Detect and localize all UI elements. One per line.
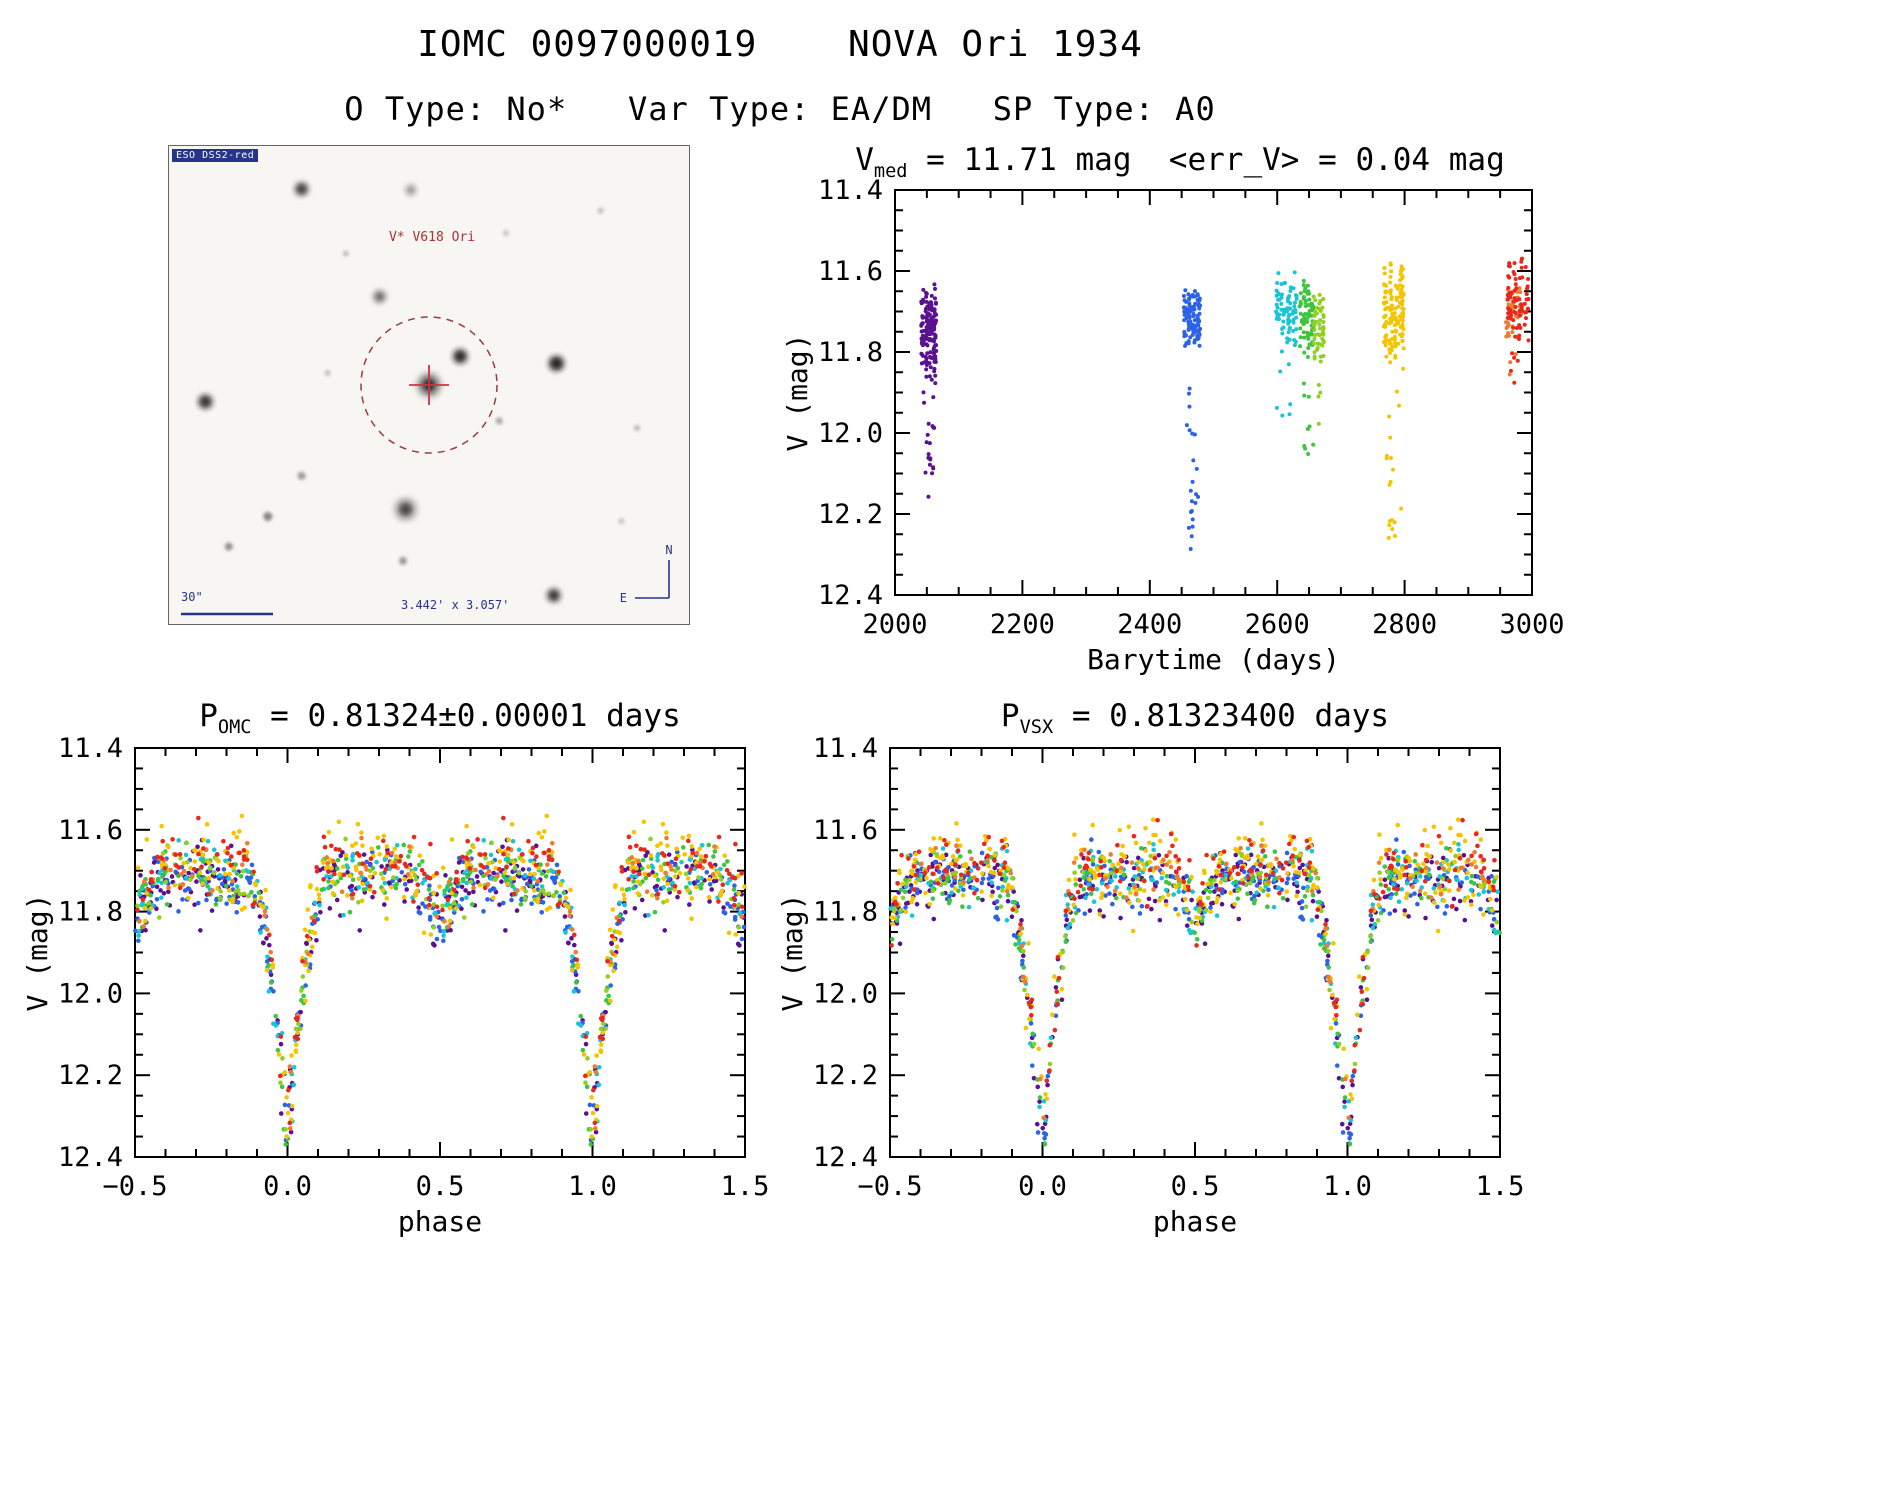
title-text: P [1000,698,1020,734]
scale-bar-label: 30" [181,590,203,604]
title-text: = 11.71 mag <err_V> = 0.04 mag [907,142,1505,178]
page-subtitle: O Type: No* Var Type: EA/DM SP Type: A0 [344,90,1216,128]
svg-text:Barytime (days): Barytime (days) [1087,643,1340,676]
svg-text:V (mag): V (mag) [781,333,814,451]
svg-text:0.0: 0.0 [263,1171,312,1202]
page-title: IOMC 0097000019 NOVA Ori 1934 [417,24,1143,65]
svg-text:1.5: 1.5 [721,1171,770,1202]
svg-text:12.4: 12.4 [813,1142,878,1173]
title-text: V [855,142,874,178]
svg-text:11.4: 11.4 [813,735,878,764]
svg-text:N: N [665,543,672,557]
svg-text:12.4: 12.4 [818,580,883,611]
title-subscript: VSX [1019,717,1054,739]
phase-vsx-plot-title: PVSX = 0.81323400 days [795,698,1595,737]
svg-text:2400: 2400 [1117,609,1182,640]
svg-text:12.0: 12.0 [818,418,883,449]
svg-text:12.2: 12.2 [818,499,883,530]
svg-text:11.8: 11.8 [813,897,878,928]
title-subscript: OMC [217,717,252,739]
title-text: = 0.81323400 days [1053,698,1390,734]
target-name-label: V* V618 Ori [389,230,476,245]
survey-label: ESO DSS2-red [172,149,259,162]
svg-text:11.8: 11.8 [818,337,883,368]
svg-text:2600: 2600 [1245,609,1310,640]
svg-text:2800: 2800 [1372,609,1437,640]
svg-text:2200: 2200 [990,609,1055,640]
title-text: = 0.81324±0.00001 days [251,698,681,734]
svg-text:12.0: 12.0 [813,978,878,1009]
phase-omc-plot-title: POMC = 0.81324±0.00001 days [40,698,840,737]
svg-text:phase: phase [398,1205,482,1238]
svg-text:−0.5: −0.5 [102,1171,167,1202]
svg-text:11.6: 11.6 [813,815,878,846]
svg-text:E: E [620,591,627,605]
svg-text:0.5: 0.5 [416,1171,465,1202]
timeseries-plot-title: Vmed = 11.71 mag <err_V> = 0.04 mag [780,142,1580,181]
svg-text:1.0: 1.0 [1323,1171,1372,1202]
svg-text:12.2: 12.2 [58,1060,123,1091]
svg-text:12.2: 12.2 [813,1060,878,1091]
v-vs-barytime-plot: 2000 2200 2400 2600 2800 3000 11.4 11.6 11.8 12.0… [781,175,1565,676]
svg-text:1.5: 1.5 [1476,1171,1525,1202]
phase-folded-omc-plot: −0.5 0.0 0.5 1.0 1.5 11.4 11.6 11.8 12.0 12.2 12.4… [21,735,770,1238]
svg-text:phase: phase [1153,1205,1237,1238]
svg-text:2000: 2000 [862,609,927,640]
svg-text:V (mag): V (mag) [21,893,54,1011]
svg-text:1.0: 1.0 [568,1171,617,1202]
svg-text:11.6: 11.6 [818,256,883,287]
svg-text:3000: 3000 [1499,609,1564,640]
svg-text:11.4: 11.4 [58,735,123,764]
svg-text:11.6: 11.6 [58,815,123,846]
svg-text:11.4: 11.4 [818,175,883,206]
svg-text:12.4: 12.4 [58,1142,123,1173]
title-subscript: med [873,161,908,183]
title-text: P [199,698,218,734]
svg-text:0.5: 0.5 [1171,1171,1220,1202]
fov-size-label: 3.442' x 3.057' [401,598,510,612]
svg-text:V (mag): V (mag) [776,893,809,1011]
svg-text:−0.5: −0.5 [857,1171,922,1202]
svg-text:12.0: 12.0 [58,978,123,1009]
phase-folded-vsx-plot: −0.5 0.0 0.5 1.0 1.5 11.4 11.6 11.8 12.0 12.2 12.4… [776,735,1525,1238]
finding-chart-sky-image: NE [181,182,673,616]
svg-text:0.0: 0.0 [1018,1171,1067,1202]
svg-text:11.8: 11.8 [58,897,123,928]
